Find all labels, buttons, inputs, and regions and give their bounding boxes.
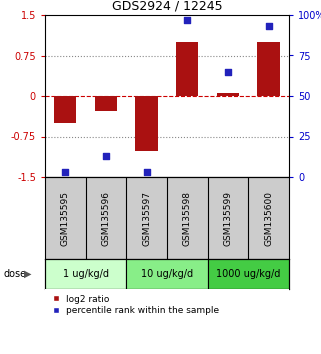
- Bar: [208, 259, 289, 289]
- Text: GSM135599: GSM135599: [223, 190, 232, 246]
- Bar: [45, 259, 126, 289]
- Text: GSM135598: GSM135598: [183, 190, 192, 246]
- Title: GDS2924 / 12245: GDS2924 / 12245: [112, 0, 222, 12]
- Text: dose: dose: [3, 269, 26, 279]
- Bar: [176, 42, 198, 96]
- Bar: [126, 259, 208, 289]
- Point: [225, 69, 230, 75]
- Text: ▶: ▶: [23, 269, 31, 279]
- Text: GSM135596: GSM135596: [101, 190, 110, 246]
- Text: 1000 ug/kg/d: 1000 ug/kg/d: [216, 269, 281, 279]
- Text: GSM135595: GSM135595: [61, 190, 70, 246]
- Point: [103, 153, 108, 159]
- Point: [63, 169, 68, 175]
- Legend: log2 ratio, percentile rank within the sample: log2 ratio, percentile rank within the s…: [49, 291, 222, 319]
- Point: [185, 17, 190, 23]
- Text: 1 ug/kg/d: 1 ug/kg/d: [63, 269, 108, 279]
- Text: 10 ug/kg/d: 10 ug/kg/d: [141, 269, 193, 279]
- Bar: [217, 93, 239, 96]
- Bar: [95, 96, 117, 111]
- Text: GSM135597: GSM135597: [142, 190, 151, 246]
- Bar: [54, 96, 76, 123]
- Bar: [257, 42, 280, 96]
- Bar: [135, 96, 158, 151]
- Text: GSM135600: GSM135600: [264, 190, 273, 246]
- Point: [266, 23, 271, 29]
- Point: [144, 169, 149, 175]
